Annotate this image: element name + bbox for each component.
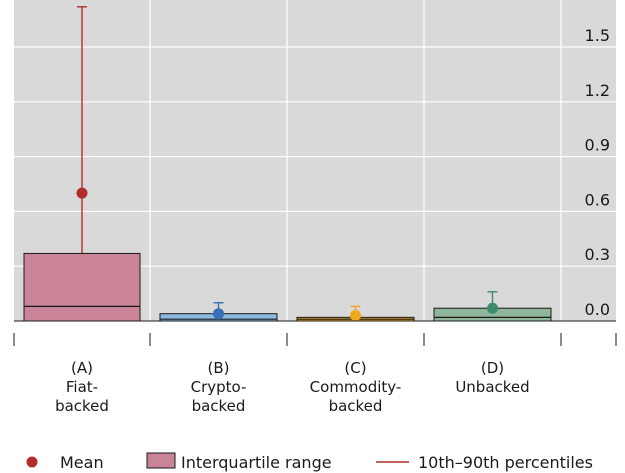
category-label-line: (C)	[344, 359, 366, 377]
box-D	[433, 291, 552, 322]
category-label-line: backed	[329, 397, 383, 415]
mean-marker-B	[213, 308, 224, 320]
y-tick-label-1: 0.3	[585, 245, 610, 264]
x-axis	[13, 320, 617, 346]
category-label-C: (C)Commodity-backed	[310, 359, 402, 415]
mean-marker-D	[487, 302, 498, 314]
legend: Mean Interquartile range 10th–90th perce…	[26, 452, 593, 472]
legend-mean-marker	[26, 456, 38, 468]
mean-marker-C	[350, 310, 361, 322]
category-labels: (A)Fiat-backed(B)Crypto-backed(C)Commodi…	[55, 359, 530, 415]
y-tick-label-3: 0.9	[585, 136, 610, 155]
legend-iqr-label: Interquartile range	[181, 453, 332, 472]
y-tick-label-2: 0.6	[585, 190, 610, 209]
y-tick-label-4: 1.2	[585, 81, 610, 100]
box-A	[23, 6, 141, 322]
category-label-line: Fiat-	[66, 378, 98, 396]
box-C	[296, 305, 415, 322]
category-label-line: backed	[55, 397, 109, 415]
category-label-line: backed	[192, 397, 246, 415]
y-tick-label-0: 0.0	[585, 300, 610, 319]
category-label-D: (D)Unbacked	[455, 359, 529, 396]
category-label-line: (D)	[481, 359, 504, 377]
category-label-line: (B)	[208, 359, 230, 377]
legend-iqr-swatch	[146, 452, 176, 469]
boxes	[23, 6, 552, 322]
category-label-line: Commodity-	[310, 378, 402, 396]
category-label-line: Crypto-	[191, 378, 247, 396]
legend-mean-label: Mean	[60, 453, 104, 472]
category-label-line: (A)	[71, 359, 93, 377]
category-label-B: (B)Crypto-backed	[191, 359, 247, 415]
legend-percentile-label: 10th–90th percentiles	[418, 453, 593, 472]
y-axis: 0.0 0.3 0.6 0.9 1.2 1.5	[585, 26, 610, 319]
category-label-A: (A)Fiat-backed	[55, 359, 109, 415]
mean-marker-A	[76, 187, 88, 199]
y-tick-label-5: 1.5	[585, 26, 610, 45]
iqr-box-A	[23, 252, 141, 322]
category-label-line: Unbacked	[455, 378, 529, 396]
